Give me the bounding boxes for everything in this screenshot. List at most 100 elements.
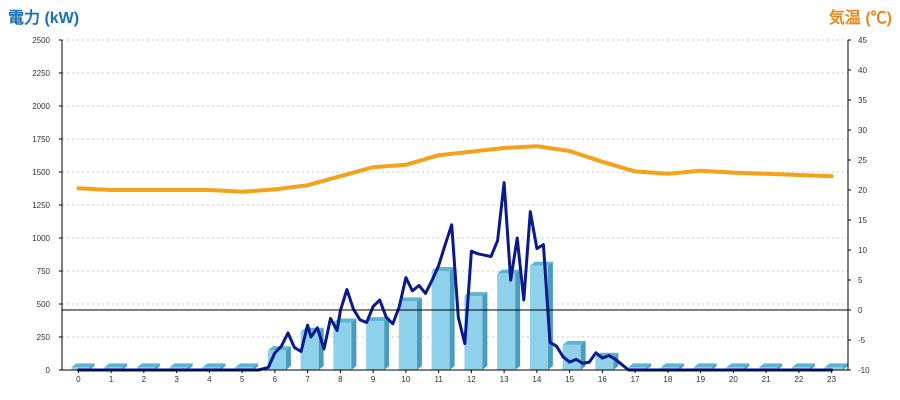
x-tick-label: 6 — [273, 375, 278, 384]
x-tick-label: 5 — [240, 375, 245, 384]
bar-top — [628, 363, 652, 368]
bar-side — [744, 363, 750, 370]
x-tick-label: 3 — [174, 375, 179, 384]
bar-side — [220, 363, 226, 370]
power-line — [76, 181, 834, 372]
bar-top — [366, 317, 390, 322]
bar-front — [398, 301, 417, 370]
x-tick-label: 4 — [207, 375, 212, 384]
bar-side — [842, 363, 848, 370]
right-tick-label: 0 — [858, 306, 863, 315]
bar-side — [89, 363, 95, 370]
left-axis-title: 電力 (kW) — [8, 8, 79, 27]
bar-side — [154, 363, 160, 370]
right-tick-label: 40 — [858, 66, 867, 75]
bar — [431, 267, 455, 370]
bar-top — [791, 363, 815, 368]
x-tick-label: 11 — [434, 375, 443, 384]
bar-top — [726, 363, 750, 368]
bar-top — [693, 363, 717, 368]
x-tick-label: 8 — [338, 375, 343, 384]
x-tick-label: 1 — [109, 375, 114, 384]
bar — [562, 340, 586, 370]
x-tick-label: 7 — [305, 375, 310, 384]
bar-top — [104, 363, 128, 368]
bar — [398, 297, 422, 370]
bar-side — [580, 340, 586, 370]
left-tick-label: 2000 — [32, 102, 50, 111]
left-tick-label: 1250 — [32, 201, 50, 210]
axes: 02505007501000125015001750200022502500-1… — [32, 36, 870, 384]
bar — [366, 317, 390, 370]
x-tick-label: 12 — [467, 375, 476, 384]
right-tick-label: 15 — [858, 216, 867, 225]
left-tick-label: 2250 — [32, 69, 50, 78]
x-tick-label: 20 — [729, 375, 738, 384]
bar-top — [398, 297, 422, 302]
bar-side — [711, 363, 717, 370]
bar-side — [384, 317, 390, 370]
x-tick-label: 21 — [762, 375, 771, 384]
x-tick-label: 9 — [371, 375, 376, 384]
right-axis-title: 気温 (℃) — [829, 8, 892, 27]
temperature-line — [76, 144, 834, 194]
x-tick-label: 23 — [827, 375, 836, 384]
x-tick-label: 0 — [76, 375, 81, 384]
bar-top — [136, 363, 160, 368]
bar-front — [366, 321, 385, 370]
x-tick-label: 22 — [794, 375, 803, 384]
bar — [824, 363, 848, 370]
x-tick-label: 15 — [565, 375, 574, 384]
right-tick-label: 10 — [858, 246, 867, 255]
right-tick-label: 5 — [858, 276, 863, 285]
bar-side — [809, 363, 815, 370]
bar-top — [759, 363, 783, 368]
bar-side — [351, 318, 357, 370]
right-tick-label: 30 — [858, 126, 867, 135]
bar-front — [464, 296, 483, 370]
bar-top — [660, 363, 684, 368]
right-tick-label: -10 — [858, 366, 870, 375]
x-tick-label: 14 — [532, 375, 541, 384]
x-tick-label: 17 — [631, 375, 640, 384]
x-tick-label: 16 — [598, 375, 607, 384]
x-tick-label: 2 — [142, 375, 147, 384]
bar-side — [253, 363, 259, 370]
bar-front — [497, 273, 516, 370]
left-tick-label: 2500 — [32, 36, 50, 45]
bar-front — [562, 344, 581, 370]
bar-top — [71, 363, 95, 368]
bar-front — [431, 271, 450, 370]
right-tick-label: 45 — [858, 36, 867, 45]
bar — [464, 292, 488, 370]
bar-front — [333, 322, 352, 370]
left-tick-label: 0 — [46, 366, 51, 375]
right-tick-label: 35 — [858, 96, 867, 105]
x-tick-label: 18 — [663, 375, 672, 384]
bar-top — [529, 261, 553, 266]
bar — [333, 318, 357, 370]
x-tick-label: 10 — [401, 375, 410, 384]
left-tick-label: 750 — [37, 267, 51, 276]
left-tick-label: 500 — [37, 300, 51, 309]
left-tick-label: 1750 — [32, 135, 50, 144]
bar-side — [482, 292, 488, 370]
bar-side — [285, 346, 291, 370]
bar-top — [235, 363, 259, 368]
bar-front — [529, 265, 548, 370]
bar-side — [122, 363, 128, 370]
bar-front — [595, 356, 614, 370]
bar-side — [678, 363, 684, 370]
x-tick-label: 13 — [500, 375, 509, 384]
left-tick-label: 1000 — [32, 234, 50, 243]
left-tick-label: 250 — [37, 333, 51, 342]
bar-side — [449, 267, 455, 370]
bar-side — [646, 363, 652, 370]
grid-lines — [62, 39, 848, 338]
line-series — [76, 144, 834, 372]
bar-side — [187, 363, 193, 370]
bar-front — [824, 367, 843, 370]
right-tick-label: 25 — [858, 156, 867, 165]
bar-top — [464, 292, 488, 297]
